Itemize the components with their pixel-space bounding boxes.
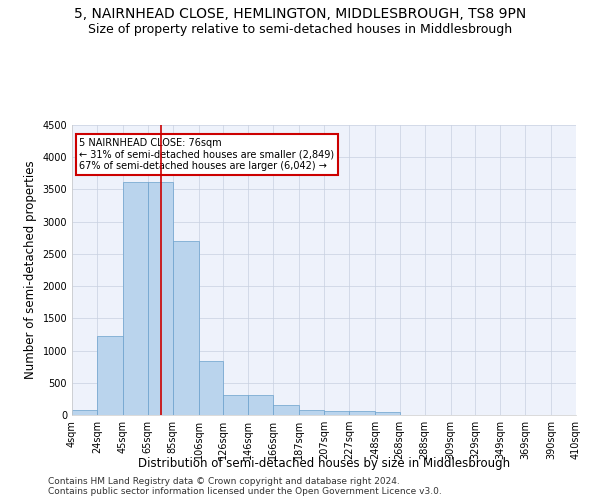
Bar	[97, 336, 123, 415]
Bar	[273, 406, 299, 415]
Bar	[375, 412, 400, 415]
Bar	[173, 241, 199, 415]
Bar	[148, 182, 173, 415]
Bar	[299, 410, 324, 415]
Bar	[72, 410, 97, 415]
Text: 5, NAIRNHEAD CLOSE, HEMLINGTON, MIDDLESBROUGH, TS8 9PN: 5, NAIRNHEAD CLOSE, HEMLINGTON, MIDDLESB…	[74, 8, 526, 22]
Bar	[199, 361, 223, 415]
Text: Contains public sector information licensed under the Open Government Licence v3: Contains public sector information licen…	[48, 488, 442, 496]
Bar	[123, 182, 148, 415]
Text: Size of property relative to semi-detached houses in Middlesbrough: Size of property relative to semi-detach…	[88, 22, 512, 36]
Bar	[223, 395, 248, 415]
Y-axis label: Number of semi-detached properties: Number of semi-detached properties	[24, 160, 37, 380]
Bar	[248, 395, 273, 415]
Text: Distribution of semi-detached houses by size in Middlesbrough: Distribution of semi-detached houses by …	[138, 458, 510, 470]
Text: Contains HM Land Registry data © Crown copyright and database right 2024.: Contains HM Land Registry data © Crown c…	[48, 478, 400, 486]
Bar	[324, 411, 349, 415]
Text: 5 NAIRNHEAD CLOSE: 76sqm
← 31% of semi-detached houses are smaller (2,849)
67% o: 5 NAIRNHEAD CLOSE: 76sqm ← 31% of semi-d…	[79, 138, 335, 171]
Bar	[349, 412, 375, 415]
